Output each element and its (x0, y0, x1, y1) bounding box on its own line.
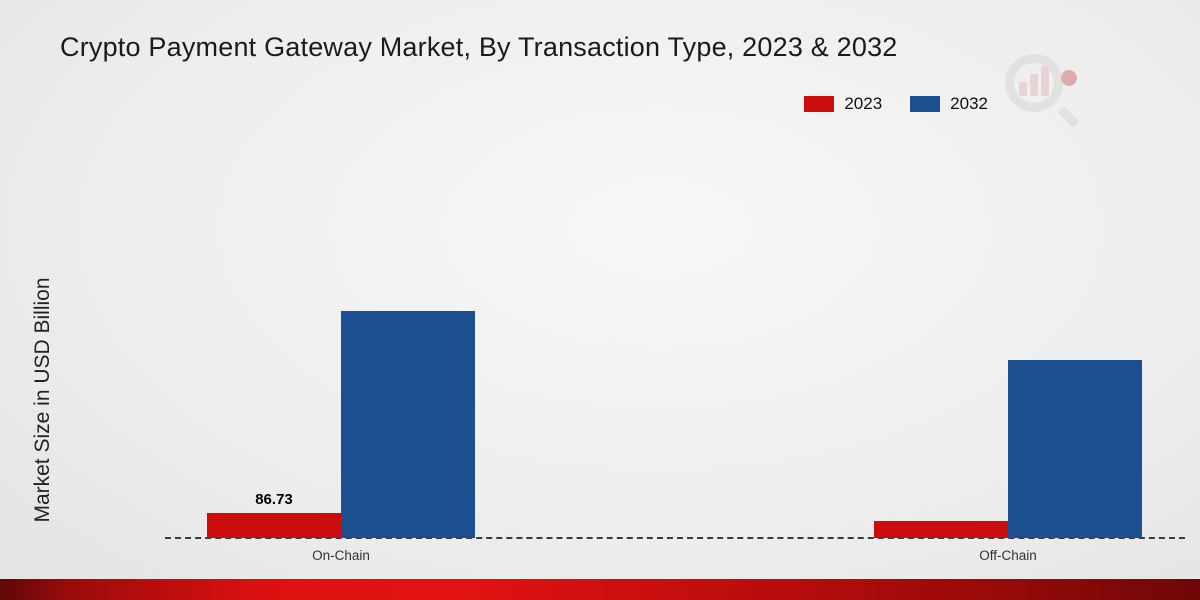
legend-item-2023: 2023 (804, 94, 882, 114)
bar-group-on-chain: 86.73 (207, 310, 475, 538)
y-axis-label: Market Size in USD Billion (31, 277, 54, 523)
x-tick-label-on-chain: On-Chain (312, 548, 370, 563)
bar-group-off-chain (874, 359, 1142, 538)
brand-watermark-logo (999, 50, 1085, 134)
bar-on-chain-2023: 86.73 (207, 491, 341, 538)
watermark-handle-icon (1057, 106, 1080, 128)
legend-swatch-2032 (910, 96, 941, 112)
bar-off-chain-2023 (874, 520, 1008, 538)
watermark-circle-icon (1005, 54, 1063, 112)
watermark-dot-icon (1061, 70, 1077, 86)
legend-item-2032: 2032 (910, 94, 988, 114)
watermark-bar-icon (1030, 74, 1038, 96)
chart-title: Crypto Payment Gateway Market, By Transa… (60, 32, 898, 62)
x-tick-label-off-chain: Off-Chain (979, 548, 1037, 563)
watermark-bar-icon (1041, 66, 1049, 96)
legend-label-2023: 2023 (844, 94, 883, 113)
bar-value-label: 86.73 (255, 491, 293, 509)
legend-label-2032: 2032 (950, 94, 988, 113)
legend-swatch-2023 (804, 96, 835, 112)
bar-off-chain-2032 (1008, 359, 1142, 538)
bar-on-chain-2032 (341, 310, 475, 538)
footer-red-banner (0, 579, 1200, 600)
x-axis-baseline (165, 537, 1185, 539)
legend: 2023 2032 (804, 94, 988, 114)
watermark-bar-icon (1019, 82, 1027, 96)
